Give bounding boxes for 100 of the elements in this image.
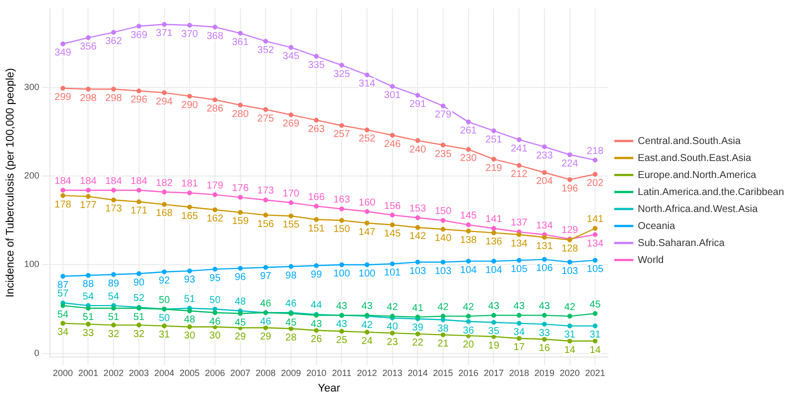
data-label: 48 — [234, 296, 246, 308]
data-label: 51 — [133, 312, 145, 323]
data-label: 299 — [54, 92, 72, 103]
legend-label: East.and.South.East.Asia — [638, 152, 752, 164]
data-label: 246 — [384, 138, 402, 150]
y-tick-label: 0 — [34, 348, 40, 358]
data-label: 349 — [54, 48, 72, 59]
data-label: 23 — [386, 336, 398, 348]
data-label: 261 — [460, 126, 478, 137]
data-label: 96 — [234, 272, 246, 284]
data-label: 32 — [133, 328, 145, 340]
data-label: 184 — [130, 176, 148, 187]
data-label: 131 — [536, 241, 554, 252]
data-label: 101 — [384, 268, 402, 279]
x-tick-label: 2013 — [382, 368, 402, 378]
data-label: 99 — [310, 269, 322, 280]
data-label: 42 — [386, 302, 398, 313]
data-label: 168 — [156, 208, 174, 220]
data-label: 50 — [158, 312, 170, 324]
x-tick-label: 2004 — [154, 368, 174, 378]
data-label: 145 — [384, 228, 402, 240]
data-label: 16 — [538, 343, 550, 354]
data-label: 42 — [564, 302, 576, 313]
data-label: 155 — [282, 220, 300, 231]
data-label: 171 — [130, 206, 148, 217]
data-label: 30 — [209, 330, 221, 342]
data-label: 50 — [209, 294, 221, 306]
data-label: 345 — [282, 51, 300, 62]
data-label: 204 — [536, 176, 554, 188]
data-label: 51 — [184, 294, 196, 305]
data-label: 294 — [156, 96, 174, 108]
data-label: 54 — [82, 291, 94, 302]
data-label: 352 — [257, 44, 274, 56]
data-label: 22 — [412, 338, 424, 349]
data-label: 57 — [57, 288, 69, 300]
data-label: 31 — [158, 330, 170, 341]
data-label: 314 — [358, 78, 376, 90]
data-label: 46 — [209, 316, 221, 328]
data-label: 29 — [234, 331, 246, 342]
data-label: 147 — [358, 226, 376, 238]
data-label: 25 — [336, 335, 348, 346]
data-label: 370 — [181, 29, 198, 40]
data-label: 184 — [80, 176, 98, 187]
x-tick-label: 2017 — [484, 368, 504, 378]
data-label: 129 — [561, 224, 579, 236]
data-label: 269 — [282, 118, 300, 130]
data-label: 28 — [285, 332, 297, 344]
data-label: 45 — [590, 299, 602, 310]
data-label: 184 — [54, 176, 72, 187]
data-label: 263 — [308, 124, 326, 135]
data-label: 29 — [260, 331, 272, 342]
data-label: 218 — [586, 146, 604, 157]
data-label: 252 — [358, 134, 376, 145]
data-label: 52 — [133, 293, 145, 304]
x-tick-label: 2019 — [534, 368, 554, 378]
x-tick-label: 2014 — [408, 368, 428, 378]
data-label: 219 — [485, 162, 503, 174]
data-label: 156 — [384, 200, 402, 212]
x-tick-label: 2002 — [104, 368, 124, 378]
data-label: 141 — [586, 214, 604, 226]
data-label: 134 — [510, 238, 528, 250]
data-label: 93 — [184, 274, 196, 286]
data-label: 43 — [310, 319, 322, 330]
x-tick-label: 2021 — [585, 368, 606, 378]
data-label: 26 — [310, 334, 322, 346]
data-label: 153 — [409, 203, 426, 214]
data-label: 40 — [386, 322, 398, 333]
data-label: 88 — [82, 279, 94, 290]
data-label: 257 — [333, 129, 350, 140]
data-label: 42 — [437, 302, 450, 313]
data-label: 54 — [108, 291, 120, 302]
data-label: 128 — [561, 244, 579, 255]
data-label: 90 — [133, 277, 145, 288]
data-label: 136 — [485, 236, 503, 248]
data-label: 104 — [485, 264, 503, 276]
data-label: 103 — [561, 266, 579, 277]
x-tick-label: 2005 — [180, 368, 200, 378]
data-label: 170 — [282, 188, 300, 200]
data-label: 240 — [409, 144, 426, 156]
legend-label: Sub.Saharan.Africa — [638, 238, 725, 249]
data-label: 224 — [561, 158, 579, 170]
legend-label: World — [638, 254, 664, 266]
y-axis-title: Incidence of Tuberculosis (per 100,000 people) — [4, 68, 17, 298]
data-label: 42 — [462, 302, 474, 313]
data-label: 361 — [232, 36, 250, 48]
data-label: 251 — [485, 134, 503, 146]
data-label: 137 — [510, 218, 528, 229]
data-label: 24 — [361, 336, 374, 347]
data-label: 45 — [285, 317, 297, 328]
data-label: 279 — [434, 110, 452, 121]
x-tick-label: 2011 — [332, 368, 352, 378]
data-label: 325 — [333, 68, 350, 80]
data-label: 368 — [206, 30, 224, 42]
legend-label: Latin.America.and.the.Caribbean — [638, 186, 784, 198]
data-label: 184 — [105, 176, 122, 187]
data-label: 103 — [409, 266, 426, 277]
data-label: 275 — [257, 113, 274, 124]
data-label: 182 — [156, 178, 174, 189]
data-label: 31 — [590, 330, 602, 341]
data-label: 142 — [409, 231, 426, 242]
